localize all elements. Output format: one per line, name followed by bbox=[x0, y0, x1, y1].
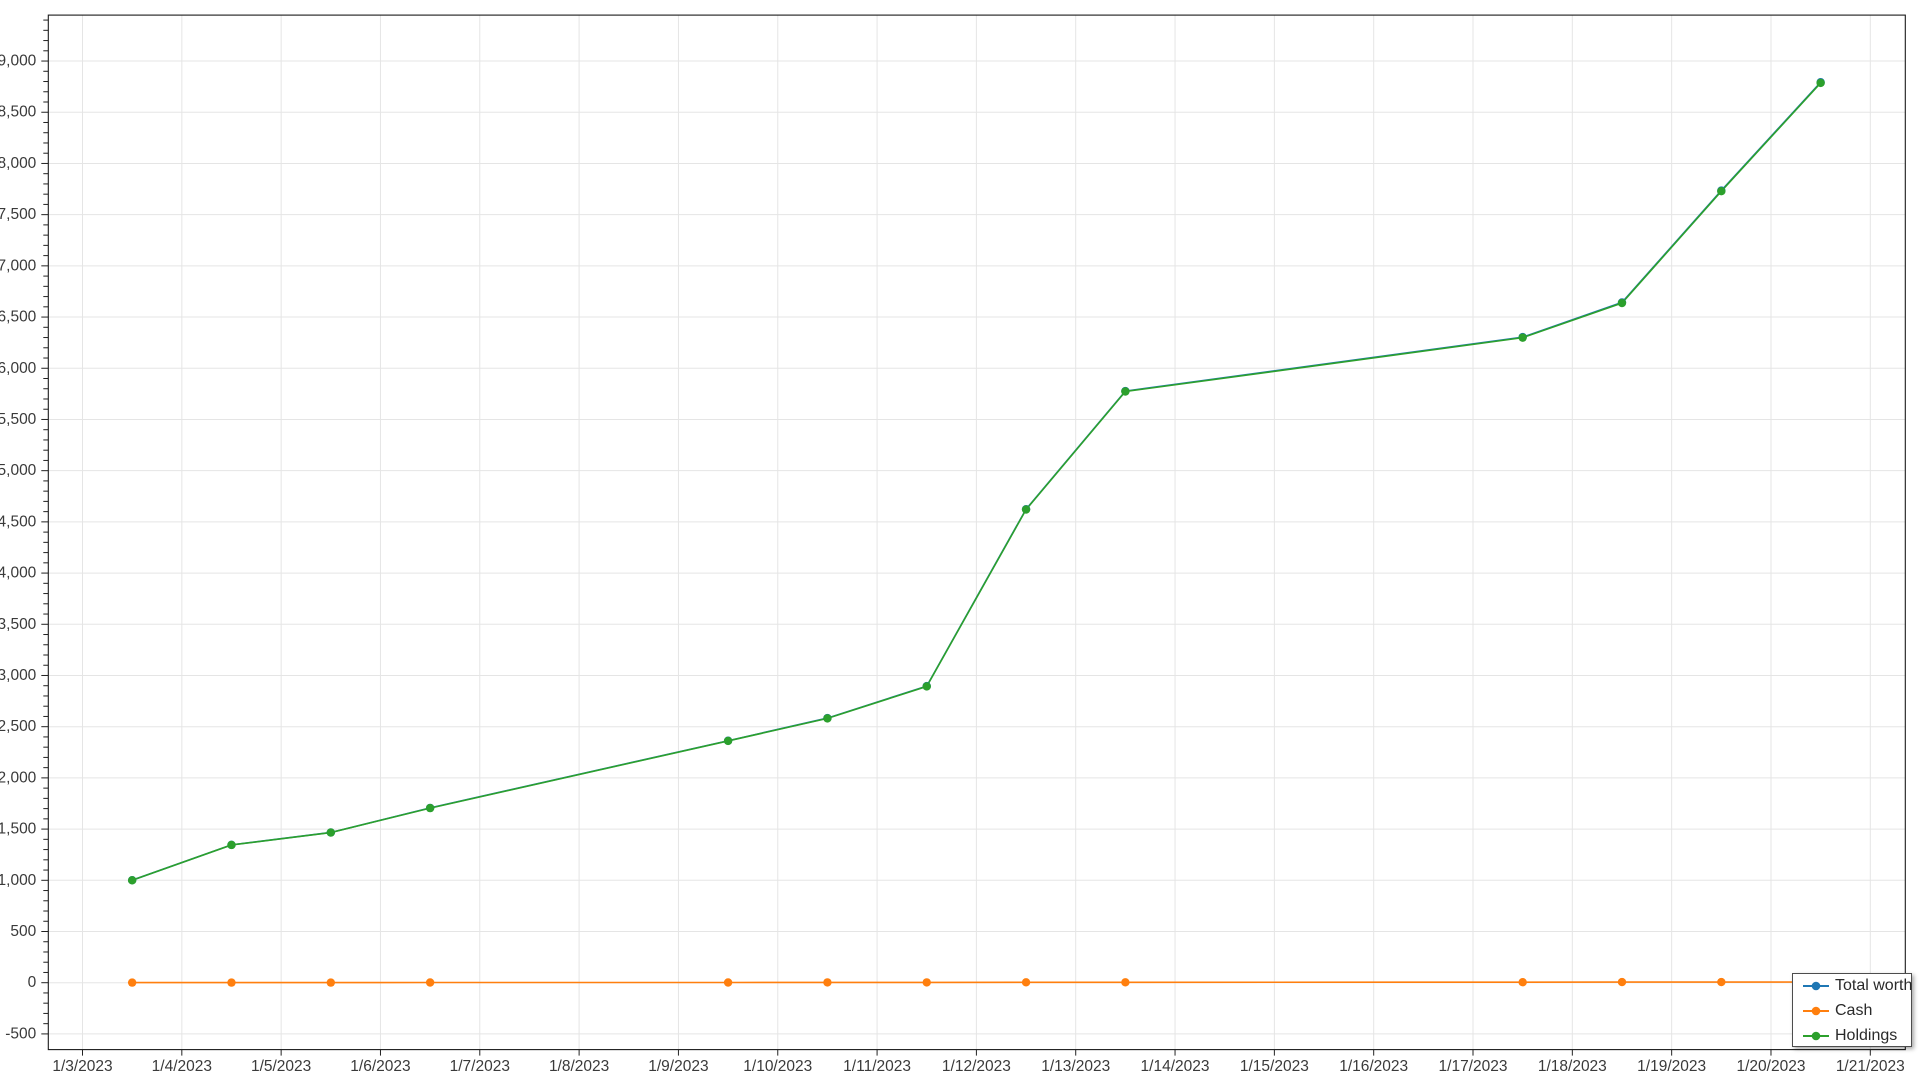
svg-text:4,000: 4,000 bbox=[0, 565, 37, 582]
svg-text:1/10/2023: 1/10/2023 bbox=[743, 1058, 812, 1075]
svg-text:1/20/2023: 1/20/2023 bbox=[1736, 1058, 1805, 1075]
svg-text:6,500: 6,500 bbox=[0, 309, 37, 326]
svg-text:8,500: 8,500 bbox=[0, 104, 37, 121]
svg-text:1/11/2023: 1/11/2023 bbox=[843, 1058, 911, 1075]
svg-text:5,000: 5,000 bbox=[0, 462, 37, 479]
svg-text:0: 0 bbox=[28, 974, 37, 991]
svg-text:5,500: 5,500 bbox=[0, 411, 37, 428]
svg-text:2,500: 2,500 bbox=[0, 718, 37, 735]
svg-text:1/15/2023: 1/15/2023 bbox=[1240, 1058, 1309, 1075]
svg-text:7,500: 7,500 bbox=[0, 206, 37, 223]
svg-text:2,000: 2,000 bbox=[0, 769, 37, 786]
svg-text:1,500: 1,500 bbox=[0, 821, 37, 838]
svg-text:-500: -500 bbox=[5, 1025, 36, 1042]
svg-text:1/13/2023: 1/13/2023 bbox=[1041, 1058, 1110, 1075]
svg-text:1/17/2023: 1/17/2023 bbox=[1439, 1058, 1508, 1075]
svg-text:1/4/2023: 1/4/2023 bbox=[152, 1058, 212, 1075]
svg-text:1/5/2023: 1/5/2023 bbox=[251, 1058, 311, 1075]
svg-text:8,000: 8,000 bbox=[0, 155, 37, 172]
svg-text:1/6/2023: 1/6/2023 bbox=[350, 1058, 410, 1075]
svg-text:9,000: 9,000 bbox=[0, 53, 37, 70]
svg-text:1/8/2023: 1/8/2023 bbox=[549, 1058, 609, 1075]
svg-text:1/21/2023: 1/21/2023 bbox=[1836, 1058, 1905, 1075]
svg-text:4,500: 4,500 bbox=[0, 513, 37, 530]
svg-text:1/19/2023: 1/19/2023 bbox=[1637, 1058, 1706, 1075]
svg-text:500: 500 bbox=[10, 923, 36, 940]
svg-text:1/18/2023: 1/18/2023 bbox=[1538, 1058, 1607, 1075]
svg-text:6,000: 6,000 bbox=[0, 360, 37, 377]
svg-text:3,000: 3,000 bbox=[0, 667, 37, 684]
svg-text:7,000: 7,000 bbox=[0, 257, 37, 274]
svg-text:3,500: 3,500 bbox=[0, 616, 37, 633]
svg-text:1/9/2023: 1/9/2023 bbox=[648, 1058, 708, 1075]
svg-text:1/16/2023: 1/16/2023 bbox=[1339, 1058, 1408, 1075]
svg-text:1/7/2023: 1/7/2023 bbox=[450, 1058, 510, 1075]
svg-text:1/14/2023: 1/14/2023 bbox=[1141, 1058, 1210, 1075]
svg-text:1,000: 1,000 bbox=[0, 872, 37, 889]
svg-text:1/12/2023: 1/12/2023 bbox=[942, 1058, 1011, 1075]
svg-text:1/3/2023: 1/3/2023 bbox=[52, 1058, 112, 1075]
